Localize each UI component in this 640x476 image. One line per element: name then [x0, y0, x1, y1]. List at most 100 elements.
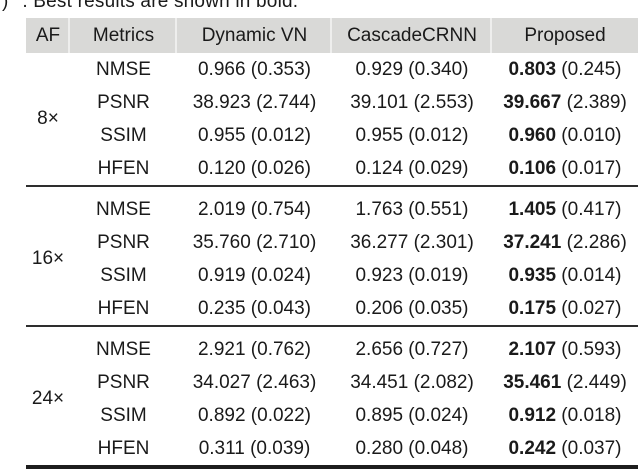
table-row: SSIM 0.919 (0.024) 0.923 (0.019) 0.935 (0.0…: [70, 259, 638, 292]
mean-value-bold: 0.912: [508, 404, 557, 426]
std-value: (2.082): [408, 371, 474, 393]
mean-value: 2.921: [197, 338, 246, 360]
value-cell: 0.966 (0.353): [177, 59, 332, 81]
metric-label: SSIM: [100, 404, 147, 426]
value-cell: 0.311 (0.039): [177, 438, 332, 460]
mean-value: 34.027: [192, 371, 251, 393]
value-cell: 2.921 (0.762): [177, 339, 332, 361]
af-group: 8× NMSE 0.966 (0.353) 0.929 (0.340) 0.803 (0…: [26, 53, 638, 185]
value-cell: 34.027 (2.463): [177, 372, 332, 394]
value-cell: 35.760 (2.710): [177, 232, 332, 254]
value-cell: 38.923 (2.744): [177, 92, 332, 114]
mean-value: 0.892: [197, 404, 246, 426]
table-row: HFEN 0.235 (0.043) 0.206 (0.035) 0.175 (0.0…: [70, 292, 638, 325]
column-header-proposed: Proposed: [524, 25, 606, 46]
metric-label: HFEN: [97, 157, 150, 179]
metric-label: HFEN: [97, 297, 150, 319]
af-group-rows: NMSE 2.019 (0.754) 1.763 (0.551) 1.405 (0.4…: [70, 193, 638, 325]
value-cell: 0.935 (0.014): [492, 265, 638, 287]
table-row: PSNR 38.923 (2.744) 39.101 (2.553) 39.667 (…: [70, 86, 638, 119]
std-value: (2.389): [561, 91, 627, 113]
mean-value: 0.124: [355, 157, 404, 179]
value-cell: 0.892 (0.022): [177, 405, 332, 427]
value-cell: 0.955 (0.012): [177, 125, 332, 147]
mean-value: 2.656: [355, 338, 404, 360]
mean-value: 0.235: [197, 297, 246, 319]
value-cell: 39.101 (2.553): [332, 92, 492, 114]
value-cell: 2.019 (0.754): [177, 199, 332, 221]
table-row: NMSE 0.966 (0.353) 0.929 (0.340) 0.803 (0.2…: [70, 53, 638, 86]
std-value: (0.019): [403, 264, 469, 286]
mean-value-bold: 0.242: [508, 437, 557, 459]
std-value: (0.048): [403, 437, 469, 459]
std-value: (2.449): [561, 371, 627, 393]
value-cell: 0.895 (0.024): [332, 405, 492, 427]
table-row: HFEN 0.311 (0.039) 0.280 (0.048) 0.242 (0.0…: [70, 432, 638, 465]
mean-value: 0.955: [197, 124, 246, 146]
mean-value-bold: 0.935: [508, 264, 557, 286]
std-value: (0.029): [403, 157, 469, 179]
std-value: (2.301): [408, 231, 474, 253]
std-value: (0.026): [245, 157, 312, 179]
mean-value-bold: 37.241: [503, 231, 562, 253]
value-cell: 0.919 (0.024): [177, 265, 332, 287]
mean-value: 0.120: [197, 157, 246, 179]
results-table: AF Metrics Dynamic VN CascadeCRNN Propos…: [26, 18, 638, 469]
table-caption: ) . Best results are shown in bold.: [2, 0, 298, 13]
mean-value: 38.923: [192, 91, 251, 113]
std-value: (0.593): [556, 338, 622, 360]
std-value: (0.727): [403, 338, 469, 360]
value-cell: 0.923 (0.019): [332, 265, 492, 287]
af-group-label: 24×: [31, 388, 65, 409]
std-value: (2.463): [250, 371, 317, 393]
std-value: (0.014): [556, 264, 622, 286]
value-cell: 0.929 (0.340): [332, 59, 492, 81]
mean-value: 0.919: [197, 264, 246, 286]
mean-value: 0.923: [355, 264, 404, 286]
mean-value: 0.895: [355, 404, 404, 426]
value-cell: 0.206 (0.035): [332, 298, 492, 320]
std-value: (0.027): [556, 297, 622, 319]
mean-value: 0.955: [355, 124, 404, 146]
af-group: 16× NMSE 2.019 (0.754) 1.763 (0.551) 1.405 (…: [26, 187, 638, 325]
table-body: 8× NMSE 0.966 (0.353) 0.929 (0.340) 0.803 (0…: [26, 53, 638, 465]
std-value: (0.754): [245, 198, 312, 220]
std-value: (0.012): [245, 124, 312, 146]
af-group-rows: NMSE 2.921 (0.762) 2.656 (0.727) 2.107 (0.5…: [70, 333, 638, 465]
mean-value-bold: 1.405: [508, 198, 557, 220]
mean-value: 35.760: [192, 231, 251, 253]
caption-clipped-fragment: ): [2, 0, 9, 12]
mean-value: 39.101: [350, 91, 409, 113]
std-value: (0.024): [403, 404, 469, 426]
value-cell: 1.763 (0.551): [332, 199, 492, 221]
column-header-cascadecrnn: CascadeCRNN: [332, 18, 492, 53]
value-cell: 0.955 (0.012): [332, 125, 492, 147]
std-value: (2.744): [250, 91, 317, 113]
value-cell: 2.656 (0.727): [332, 339, 492, 361]
mean-value-bold: 39.667: [503, 91, 562, 113]
mean-value-bold: 0.106: [508, 157, 557, 179]
value-cell: 0.175 (0.027): [492, 298, 638, 320]
value-cell: 0.280 (0.048): [332, 438, 492, 460]
table-bottom-rule: [26, 465, 638, 469]
std-value: (0.043): [245, 297, 312, 319]
value-cell: 2.107 (0.593): [492, 339, 638, 361]
mean-value: 2.019: [197, 198, 246, 220]
group-divider-rule: [26, 185, 638, 187]
value-cell: 1.405 (0.417): [492, 199, 638, 221]
mean-value: 34.451: [350, 371, 409, 393]
table-row: PSNR 34.027 (2.463) 34.451 (2.082) 35.461 (…: [70, 366, 638, 399]
value-cell: 0.106 (0.017): [492, 158, 638, 180]
metric-label: PSNR: [97, 371, 150, 393]
mean-value-bold: 0.175: [508, 297, 557, 319]
std-value: (0.012): [403, 124, 469, 146]
mean-value: 0.280: [355, 437, 404, 459]
std-value: (0.022): [245, 404, 312, 426]
mean-value: 0.929: [355, 58, 404, 80]
std-value: (0.024): [245, 264, 312, 286]
af-group-rows: NMSE 0.966 (0.353) 0.929 (0.340) 0.803 (0.2…: [70, 53, 638, 185]
table-row: SSIM 0.955 (0.012) 0.955 (0.012) 0.960 (0.0…: [70, 119, 638, 152]
std-value: (0.018): [556, 404, 622, 426]
metric-label: NMSE: [96, 58, 151, 80]
